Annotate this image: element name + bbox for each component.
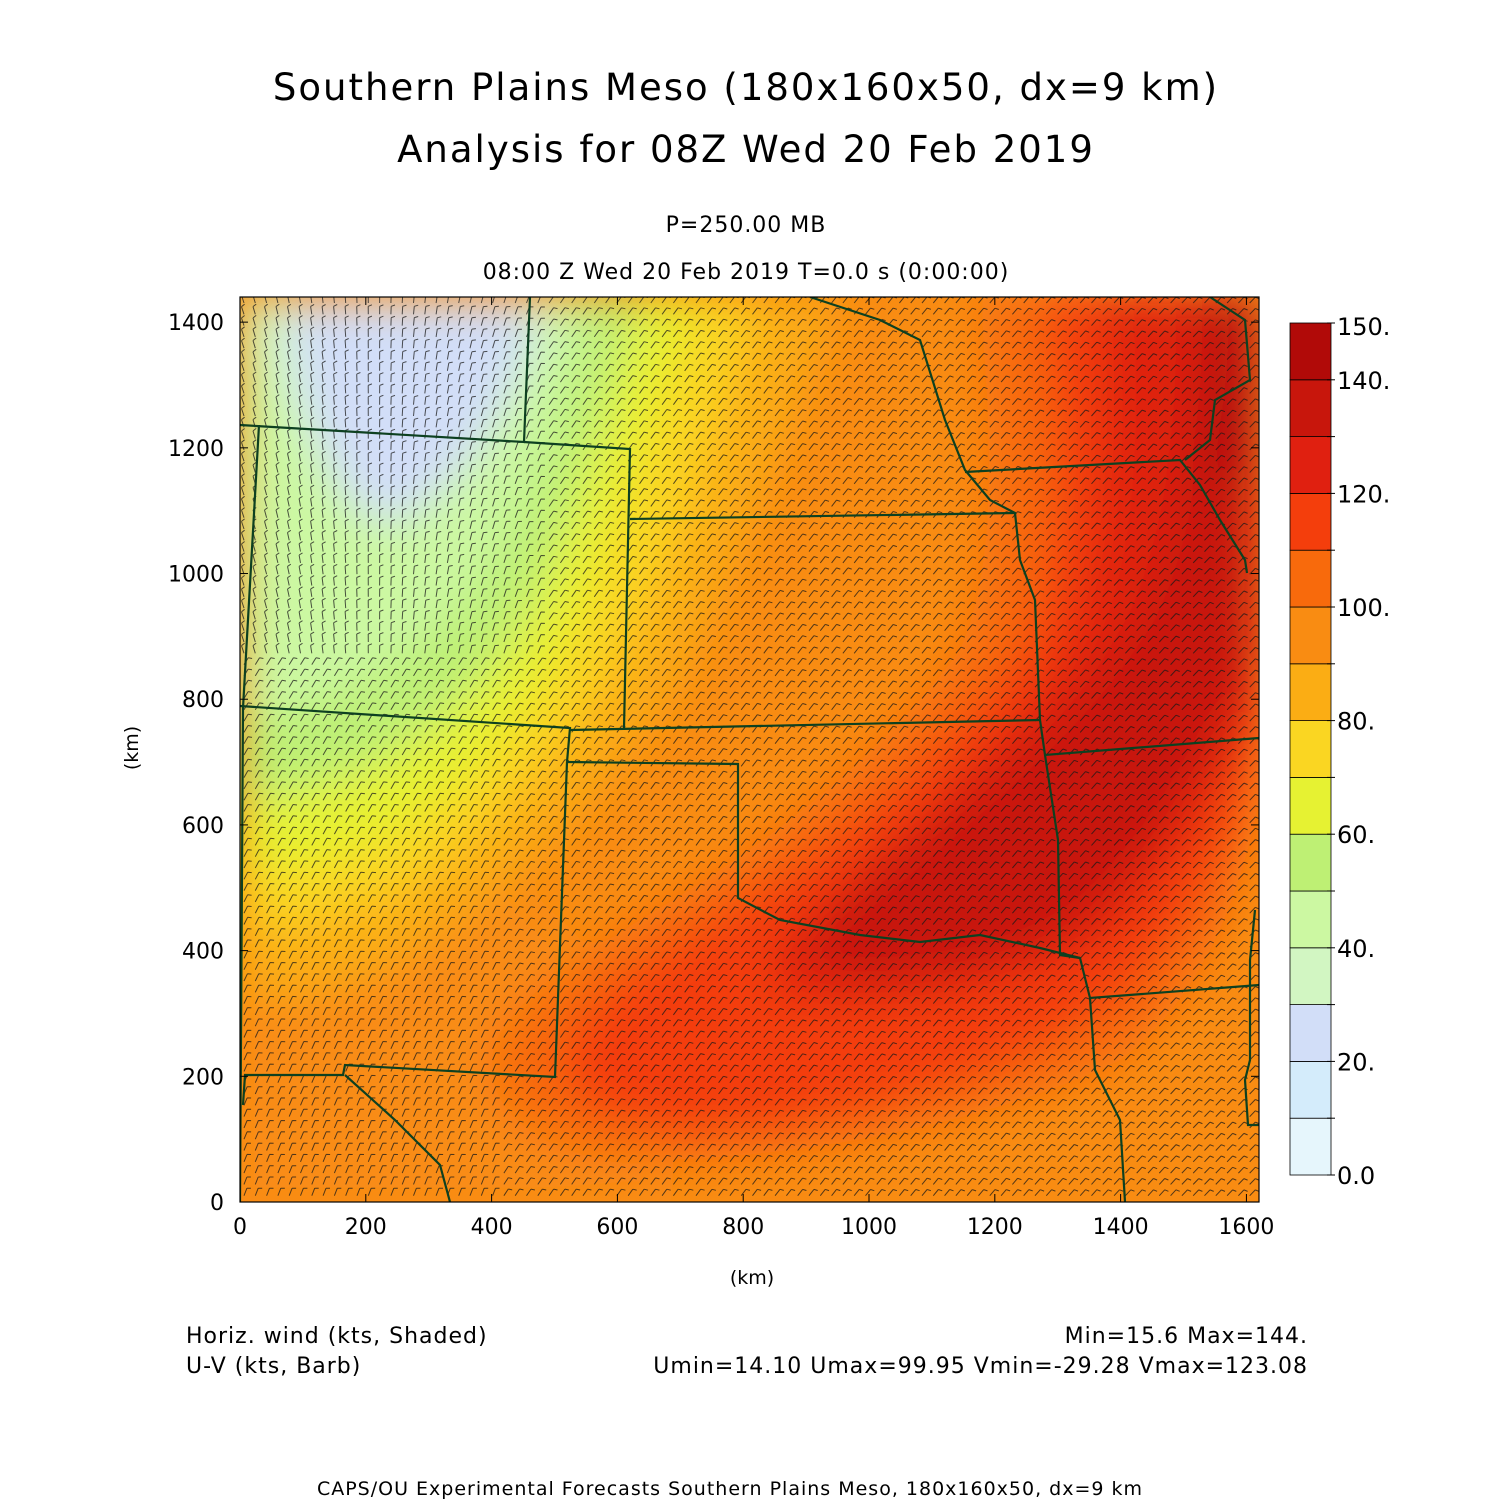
x-tick-label: 1400	[1093, 1215, 1149, 1240]
x-tick-label: 800	[722, 1215, 764, 1240]
y-tick-label: 200	[182, 1065, 224, 1090]
uv-min-max-readout: Umin=14.10 Umax=99.95 Vmin=-29.28 Vmax=1…	[653, 1354, 1308, 1379]
barb-field-label: U-V (kts, Barb)	[186, 1354, 362, 1379]
colorbar-swatch	[1289, 947, 1332, 1005]
colorbar-swatch	[1289, 1004, 1332, 1062]
colorbar-swatch	[1289, 777, 1332, 835]
colorbar-swatch	[1289, 833, 1332, 892]
colorbar-swatch	[1289, 322, 1332, 381]
colorbar-label: 120.	[1337, 480, 1390, 508]
colorbar-label: 80.	[1337, 708, 1375, 736]
credit-line: CAPS/OU Experimental Forecasts Southern …	[316, 1478, 1144, 1500]
x-tick-label: 400	[471, 1215, 513, 1240]
colorbar-swatch	[1289, 890, 1332, 949]
colorbar-swatch	[1289, 1061, 1332, 1119]
colorbar-swatch	[1289, 379, 1332, 437]
y-tick-label: 600	[182, 814, 224, 839]
colorbar-swatch	[1289, 720, 1332, 778]
colorbar-swatch	[1289, 492, 1332, 551]
chart-title-line1: Southern Plains Meso (180x160x50, dx=9 k…	[272, 66, 1220, 109]
colorbar-swatch	[1289, 1117, 1332, 1176]
valid-time-label: 08:00 Z Wed 20 Feb 2019 T=0.0 s (0:00:00…	[482, 260, 1010, 285]
y-tick-label: 1400	[168, 311, 224, 336]
colorbar-label: 60.	[1337, 821, 1375, 849]
colorbar-label: 20.	[1337, 1048, 1375, 1076]
y-tick-label: 1200	[168, 437, 224, 462]
wind-barb-field	[241, 297, 1259, 1197]
colorbar	[1289, 322, 1332, 1176]
x-tick-label: 0	[233, 1215, 247, 1240]
x-axis-label: (km)	[730, 1267, 774, 1289]
y-tick-label: 1000	[168, 563, 224, 588]
colorbar-swatch	[1289, 606, 1332, 665]
colorbar-label: 150.	[1337, 313, 1390, 341]
x-tick-label: 600	[596, 1215, 638, 1240]
pressure-level-label: P=250.00 MB	[665, 213, 827, 238]
x-tick-label: 1200	[967, 1215, 1023, 1240]
x-tick-label: 200	[345, 1215, 387, 1240]
y-tick-label: 400	[182, 940, 224, 965]
min-max-readout: Min=15.6 Max=144.	[1064, 1324, 1308, 1349]
colorbar-swatch	[1289, 663, 1332, 721]
colorbar-label: 140.	[1337, 367, 1390, 395]
colorbar-label: 40.	[1337, 935, 1375, 963]
plot-frame	[239, 296, 1260, 1203]
shaded-field-label: Horiz. wind (kts, Shaded)	[186, 1324, 488, 1349]
colorbar-swatch	[1289, 549, 1332, 608]
x-tick-label: 1600	[1218, 1215, 1274, 1240]
colorbar-label: 100.	[1337, 594, 1390, 622]
chart-title-line2: Analysis for 08Z Wed 20 Feb 2019	[397, 128, 1095, 171]
colorbar-swatch	[1289, 436, 1332, 494]
x-tick-label: 1000	[841, 1215, 897, 1240]
y-axis-label: (km)	[121, 726, 143, 770]
y-tick-label: 800	[182, 688, 224, 713]
colorbar-label: 0.0	[1337, 1162, 1375, 1190]
state-boundaries	[240, 297, 1259, 1202]
wind-barbs	[241, 297, 1259, 1197]
y-tick-label: 0	[210, 1191, 224, 1216]
